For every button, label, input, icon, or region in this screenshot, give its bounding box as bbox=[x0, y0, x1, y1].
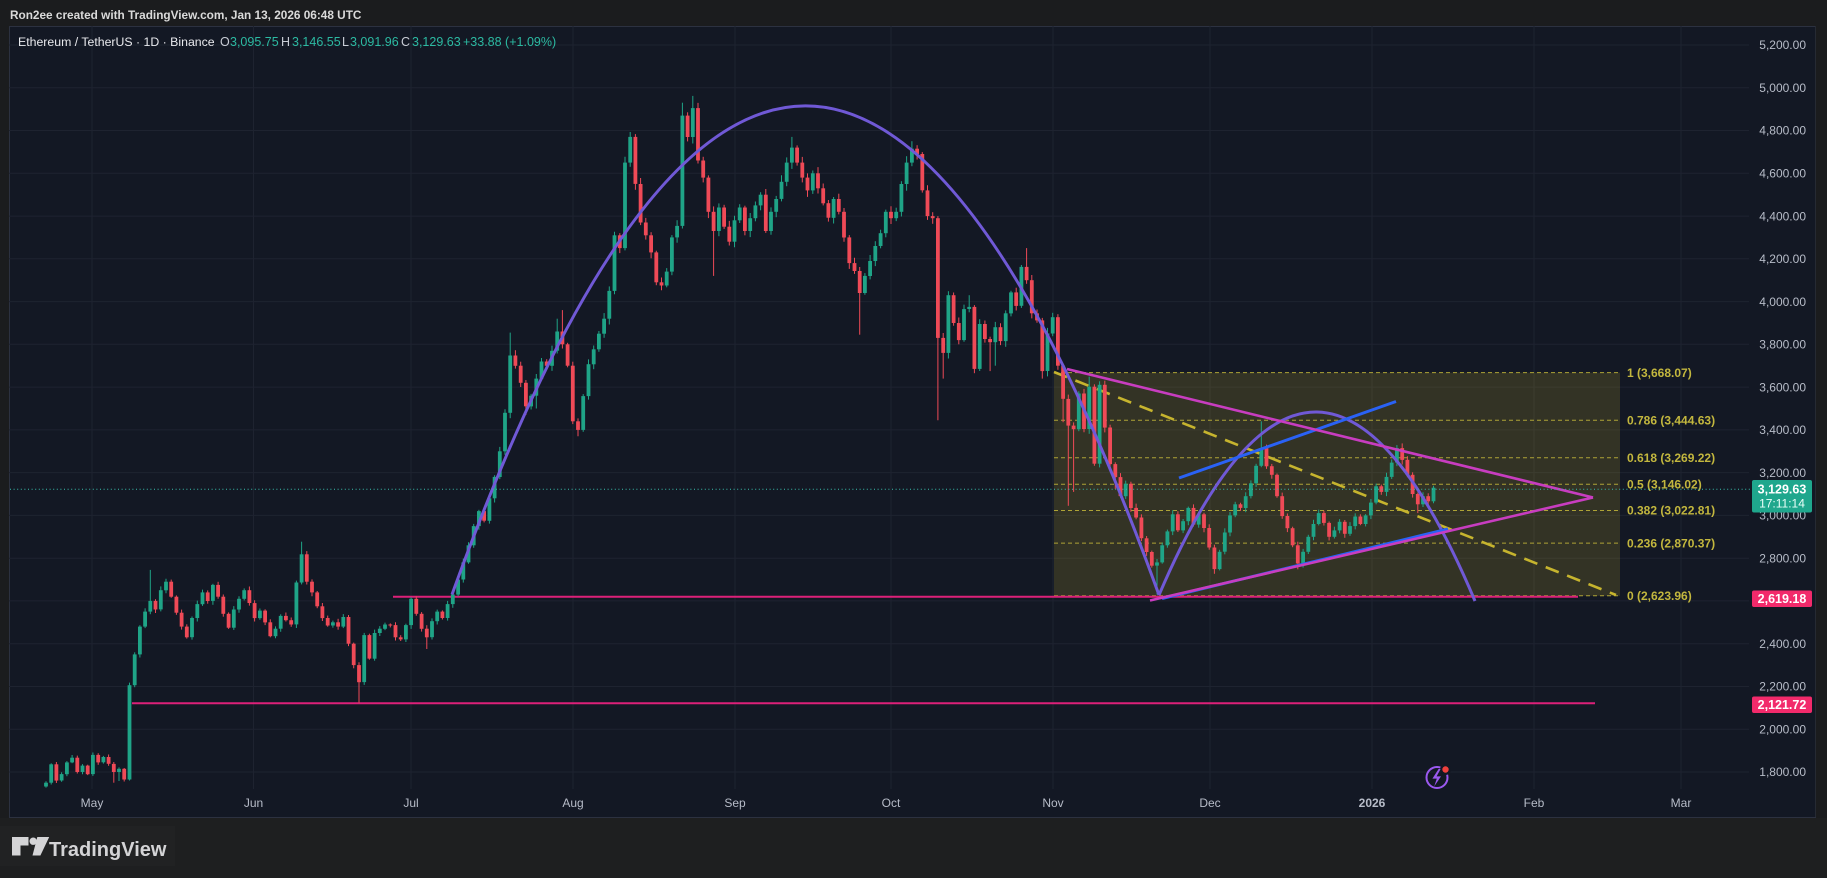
svg-text:0 (2,623.96): 0 (2,623.96) bbox=[1627, 589, 1692, 603]
svg-text:Aug: Aug bbox=[562, 796, 583, 810]
svg-text:2026: 2026 bbox=[1359, 796, 1386, 810]
svg-text:Ethereum / TetherUS · 1D · Bin: Ethereum / TetherUS · 1D · Binance bbox=[18, 35, 215, 49]
svg-text:2,000.00: 2,000.00 bbox=[1759, 722, 1806, 736]
svg-text:1,800.00: 1,800.00 bbox=[1759, 765, 1806, 779]
svg-text:Oct: Oct bbox=[882, 796, 901, 810]
svg-text:Jun: Jun bbox=[244, 796, 263, 810]
svg-text:Ron2ee created with TradingVie: Ron2ee created with TradingView.com, Jan… bbox=[10, 8, 362, 22]
svg-text:2,200.00: 2,200.00 bbox=[1759, 680, 1806, 694]
svg-text:0.786 (3,444.63): 0.786 (3,444.63) bbox=[1627, 414, 1715, 428]
svg-text:Mar: Mar bbox=[1671, 796, 1692, 810]
svg-text:4,000.00: 4,000.00 bbox=[1759, 295, 1806, 309]
svg-text:17:11:14: 17:11:14 bbox=[1759, 497, 1805, 511]
svg-text:1 (3,668.07): 1 (3,668.07) bbox=[1627, 366, 1692, 380]
svg-text:Nov: Nov bbox=[1042, 796, 1063, 810]
svg-text:4,200.00: 4,200.00 bbox=[1759, 252, 1806, 266]
svg-text:0.236 (2,870.37): 0.236 (2,870.37) bbox=[1627, 536, 1715, 550]
svg-text:4,400.00: 4,400.00 bbox=[1759, 209, 1806, 223]
svg-text:2,800.00: 2,800.00 bbox=[1759, 551, 1806, 565]
svg-text:Jul: Jul bbox=[403, 796, 418, 810]
svg-text:Feb: Feb bbox=[1524, 796, 1545, 810]
svg-text:Dec: Dec bbox=[1199, 796, 1220, 810]
svg-text:Sep: Sep bbox=[724, 796, 746, 810]
svg-text:5,200.00: 5,200.00 bbox=[1759, 38, 1806, 52]
svg-text:0.618 (3,269.22): 0.618 (3,269.22) bbox=[1627, 451, 1715, 465]
svg-text:3,600.00: 3,600.00 bbox=[1759, 380, 1806, 394]
svg-text:0.382 (3,022.81): 0.382 (3,022.81) bbox=[1627, 504, 1715, 518]
svg-text:3,200.00: 3,200.00 bbox=[1759, 466, 1806, 480]
svg-text:4,600.00: 4,600.00 bbox=[1759, 167, 1806, 181]
svg-text:5,000.00: 5,000.00 bbox=[1759, 81, 1806, 95]
svg-text:3,129.63: 3,129.63 bbox=[1758, 483, 1807, 497]
svg-text:3,800.00: 3,800.00 bbox=[1759, 338, 1806, 352]
svg-text:4,800.00: 4,800.00 bbox=[1759, 124, 1806, 138]
svg-text:2,619.18: 2,619.18 bbox=[1758, 592, 1807, 606]
svg-text:0.5 (3,146.02): 0.5 (3,146.02) bbox=[1627, 477, 1702, 491]
svg-text:TradingView: TradingView bbox=[49, 839, 167, 861]
svg-text:3,400.00: 3,400.00 bbox=[1759, 423, 1806, 437]
svg-text:2,400.00: 2,400.00 bbox=[1759, 637, 1806, 651]
svg-text:2,121.72: 2,121.72 bbox=[1758, 698, 1807, 712]
svg-text:May: May bbox=[81, 796, 104, 810]
